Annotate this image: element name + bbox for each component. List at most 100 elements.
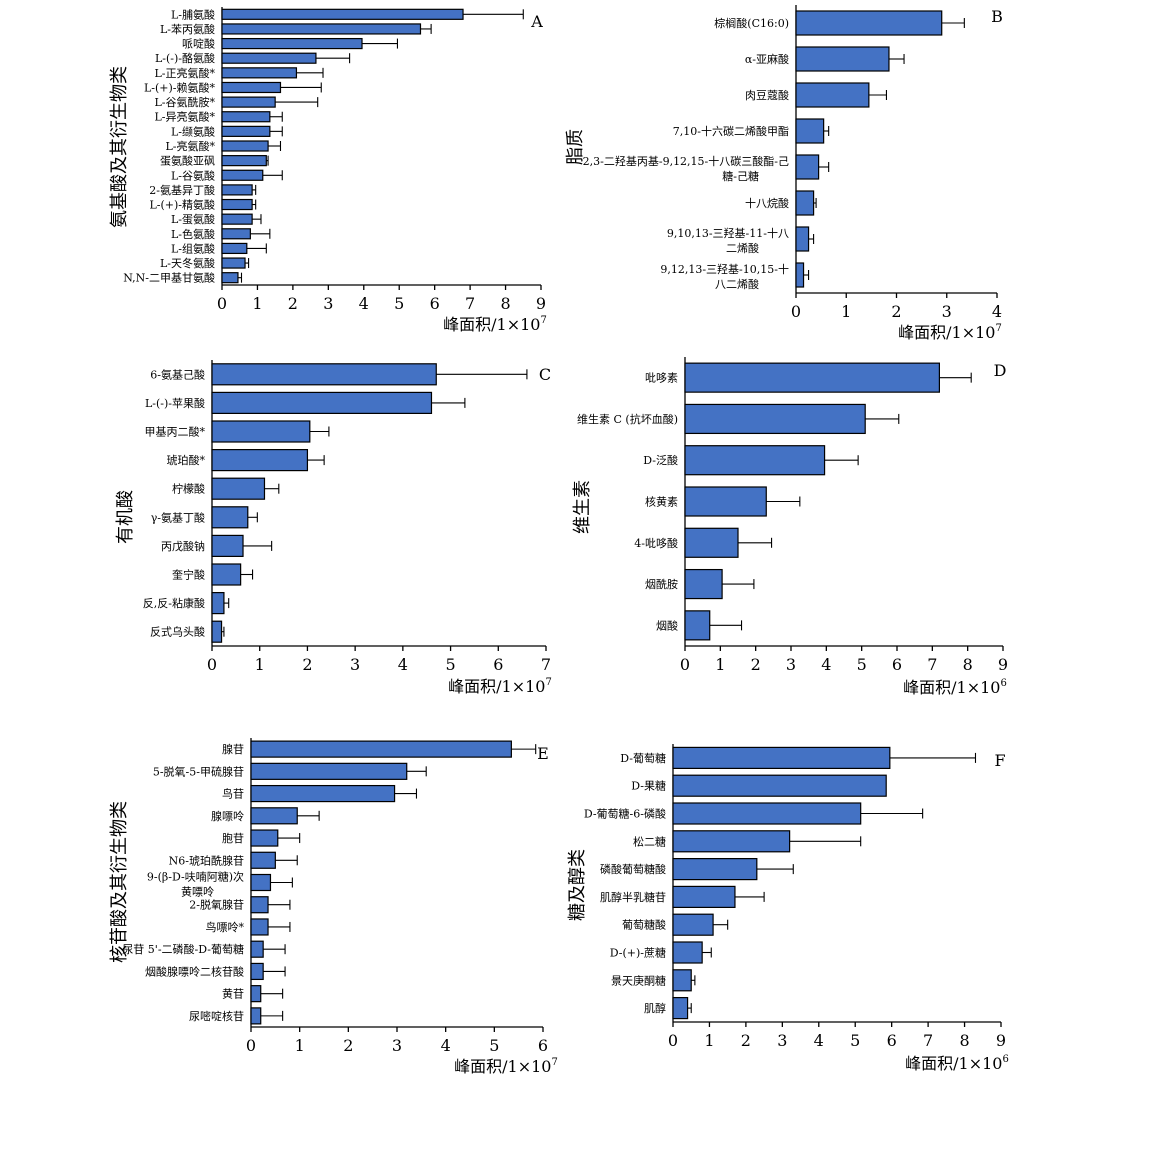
bar (221, 198, 253, 211)
bar (221, 8, 464, 20)
x-axis-label-exponent: 7 (551, 1057, 557, 1068)
bar (250, 784, 396, 803)
x-axis-label-exponent: 7 (995, 323, 1001, 334)
bar (795, 118, 825, 144)
bar (250, 829, 279, 847)
bar (211, 591, 225, 615)
x-tick-label: 9 (996, 1031, 1006, 1050)
y-axis-label: 核苷酸及其衍生物类 (109, 801, 130, 963)
bar (211, 363, 437, 386)
category-label: 鸟苷 (222, 787, 244, 801)
x-tick-label: 0 (207, 655, 217, 674)
bar (795, 154, 820, 180)
x-tick-label: 8 (963, 655, 973, 674)
category-label: 十八烷酸 (745, 196, 789, 210)
category-label: 9-(β-D-呋喃阿糖)次黄嘌呤 (147, 870, 244, 899)
x-tick-label: 5 (850, 1031, 860, 1050)
category-label: L-缬氨酸 (171, 124, 215, 138)
bar (795, 226, 810, 252)
x-tick-label: 5 (394, 294, 404, 313)
bar (684, 568, 723, 600)
x-tick-label: 7 (923, 1031, 933, 1050)
bar (211, 563, 242, 586)
category-label: L-(+)-精氨酸 (149, 198, 215, 212)
category-label: L-(-)-苹果酸 (145, 396, 205, 410)
x-tick-label: 3 (350, 655, 360, 674)
category-label: 反,反-粘康酸 (143, 596, 205, 610)
category-label: L-谷氨酸 (171, 168, 215, 182)
category-label: 6-氨基己酸 (150, 367, 205, 381)
category-label: 2,3-二羟基丙基-9,12,15-十八碳三酸酯-己糖-己糖 (583, 154, 789, 183)
bar (211, 534, 244, 558)
x-tick-label: 5 (445, 655, 455, 674)
category-label: 7,10-十六碳二烯酸甲酯 (673, 124, 789, 138)
x-tick-label: 1 (704, 1031, 714, 1050)
bar (684, 362, 940, 393)
x-axis-label: 峰面积/1×107 (448, 677, 552, 696)
x-tick-label: 2 (751, 655, 761, 674)
x-tick-label: 1 (252, 294, 262, 313)
category-label: 奎宁酸 (172, 568, 205, 582)
bar (684, 403, 866, 435)
bar (250, 740, 512, 758)
category-label: α-亚麻酸 (745, 52, 789, 66)
x-tick-label: 4 (398, 655, 408, 674)
category-label: 2-脱氧腺苷 (189, 898, 244, 912)
bar (672, 913, 714, 936)
category-label: 甲基丙二酸* (145, 425, 206, 439)
bar (211, 620, 223, 643)
x-axis-label: 峰面积/1×106 (905, 1054, 1009, 1073)
category-label: 蛋氨酸亚砜 (160, 154, 215, 168)
x-tick-label: 2 (741, 1031, 751, 1050)
x-axis-label-base: 峰面积/1×10 (448, 677, 545, 696)
category-label: 烟酸 (656, 618, 678, 632)
bar (795, 190, 815, 216)
bar (250, 918, 269, 936)
bar (684, 610, 711, 641)
bar (672, 830, 791, 853)
x-tick-label: 1 (295, 1036, 305, 1055)
bar (221, 184, 253, 196)
category-label: 尿苷 5'-二磷酸-D-葡萄糖 (122, 942, 244, 956)
x-axis-label-exponent: 7 (540, 315, 546, 326)
x-tick-label: 4 (992, 302, 1002, 321)
panel-A: 0 1 2 3 4 5 6 7 8 9 L-脯氨酸L-苯丙氨酸哌啶酸L-(-)-酪氨酸L-正亮氨酸*… (109, 7, 547, 334)
panel-letter: D (994, 361, 1007, 380)
y-axis-label: 脂质 (565, 129, 586, 165)
category-label: 腺嘌呤 (211, 809, 244, 823)
category-label: 琥珀酸* (167, 453, 206, 467)
x-axis-label-exponent: 6 (1000, 678, 1006, 689)
bar (221, 155, 267, 167)
x-axis-label-base: 峰面积/1×10 (905, 1054, 1002, 1073)
x-tick-label: 6 (538, 1036, 548, 1055)
x-tick-label: 7 (465, 294, 475, 313)
category-label: 景天庚酮糖 (611, 973, 666, 987)
category-label: 黄苷 (222, 987, 244, 1001)
category-label: L-(+)-赖氨酸* (144, 80, 216, 94)
category-label: 烟酰胺 (645, 577, 678, 591)
x-tick-label: 1 (715, 655, 725, 674)
bar (211, 420, 311, 443)
category-label: 磷酸葡萄糖酸 (600, 862, 666, 876)
bar (221, 272, 239, 284)
bar (250, 962, 264, 981)
category-label: L-(-)-酪氨酸 (155, 51, 215, 65)
x-tick-label: 1 (841, 302, 851, 321)
category-label: L-苯丙氨酸 (160, 22, 215, 36)
category-label: 4-吡哆酸 (634, 536, 678, 550)
bar (221, 125, 271, 137)
x-tick-label: 1 (255, 655, 265, 674)
category-label: 棕榈酸(C16:0) (714, 16, 789, 30)
x-tick-label: 5 (857, 655, 867, 674)
category-label: N,N-二甲基甘氨酸 (123, 271, 215, 285)
bar (221, 52, 317, 64)
bar (795, 262, 805, 288)
category-label: 烟酸腺嘌呤二核苷酸 (145, 964, 244, 978)
category-label: 鸟嘌呤* (206, 920, 245, 934)
category-label: 9,10,13-三羟基-11-十八二烯酸 (667, 226, 789, 255)
bar (684, 445, 826, 476)
panel-letter: A (530, 12, 543, 31)
